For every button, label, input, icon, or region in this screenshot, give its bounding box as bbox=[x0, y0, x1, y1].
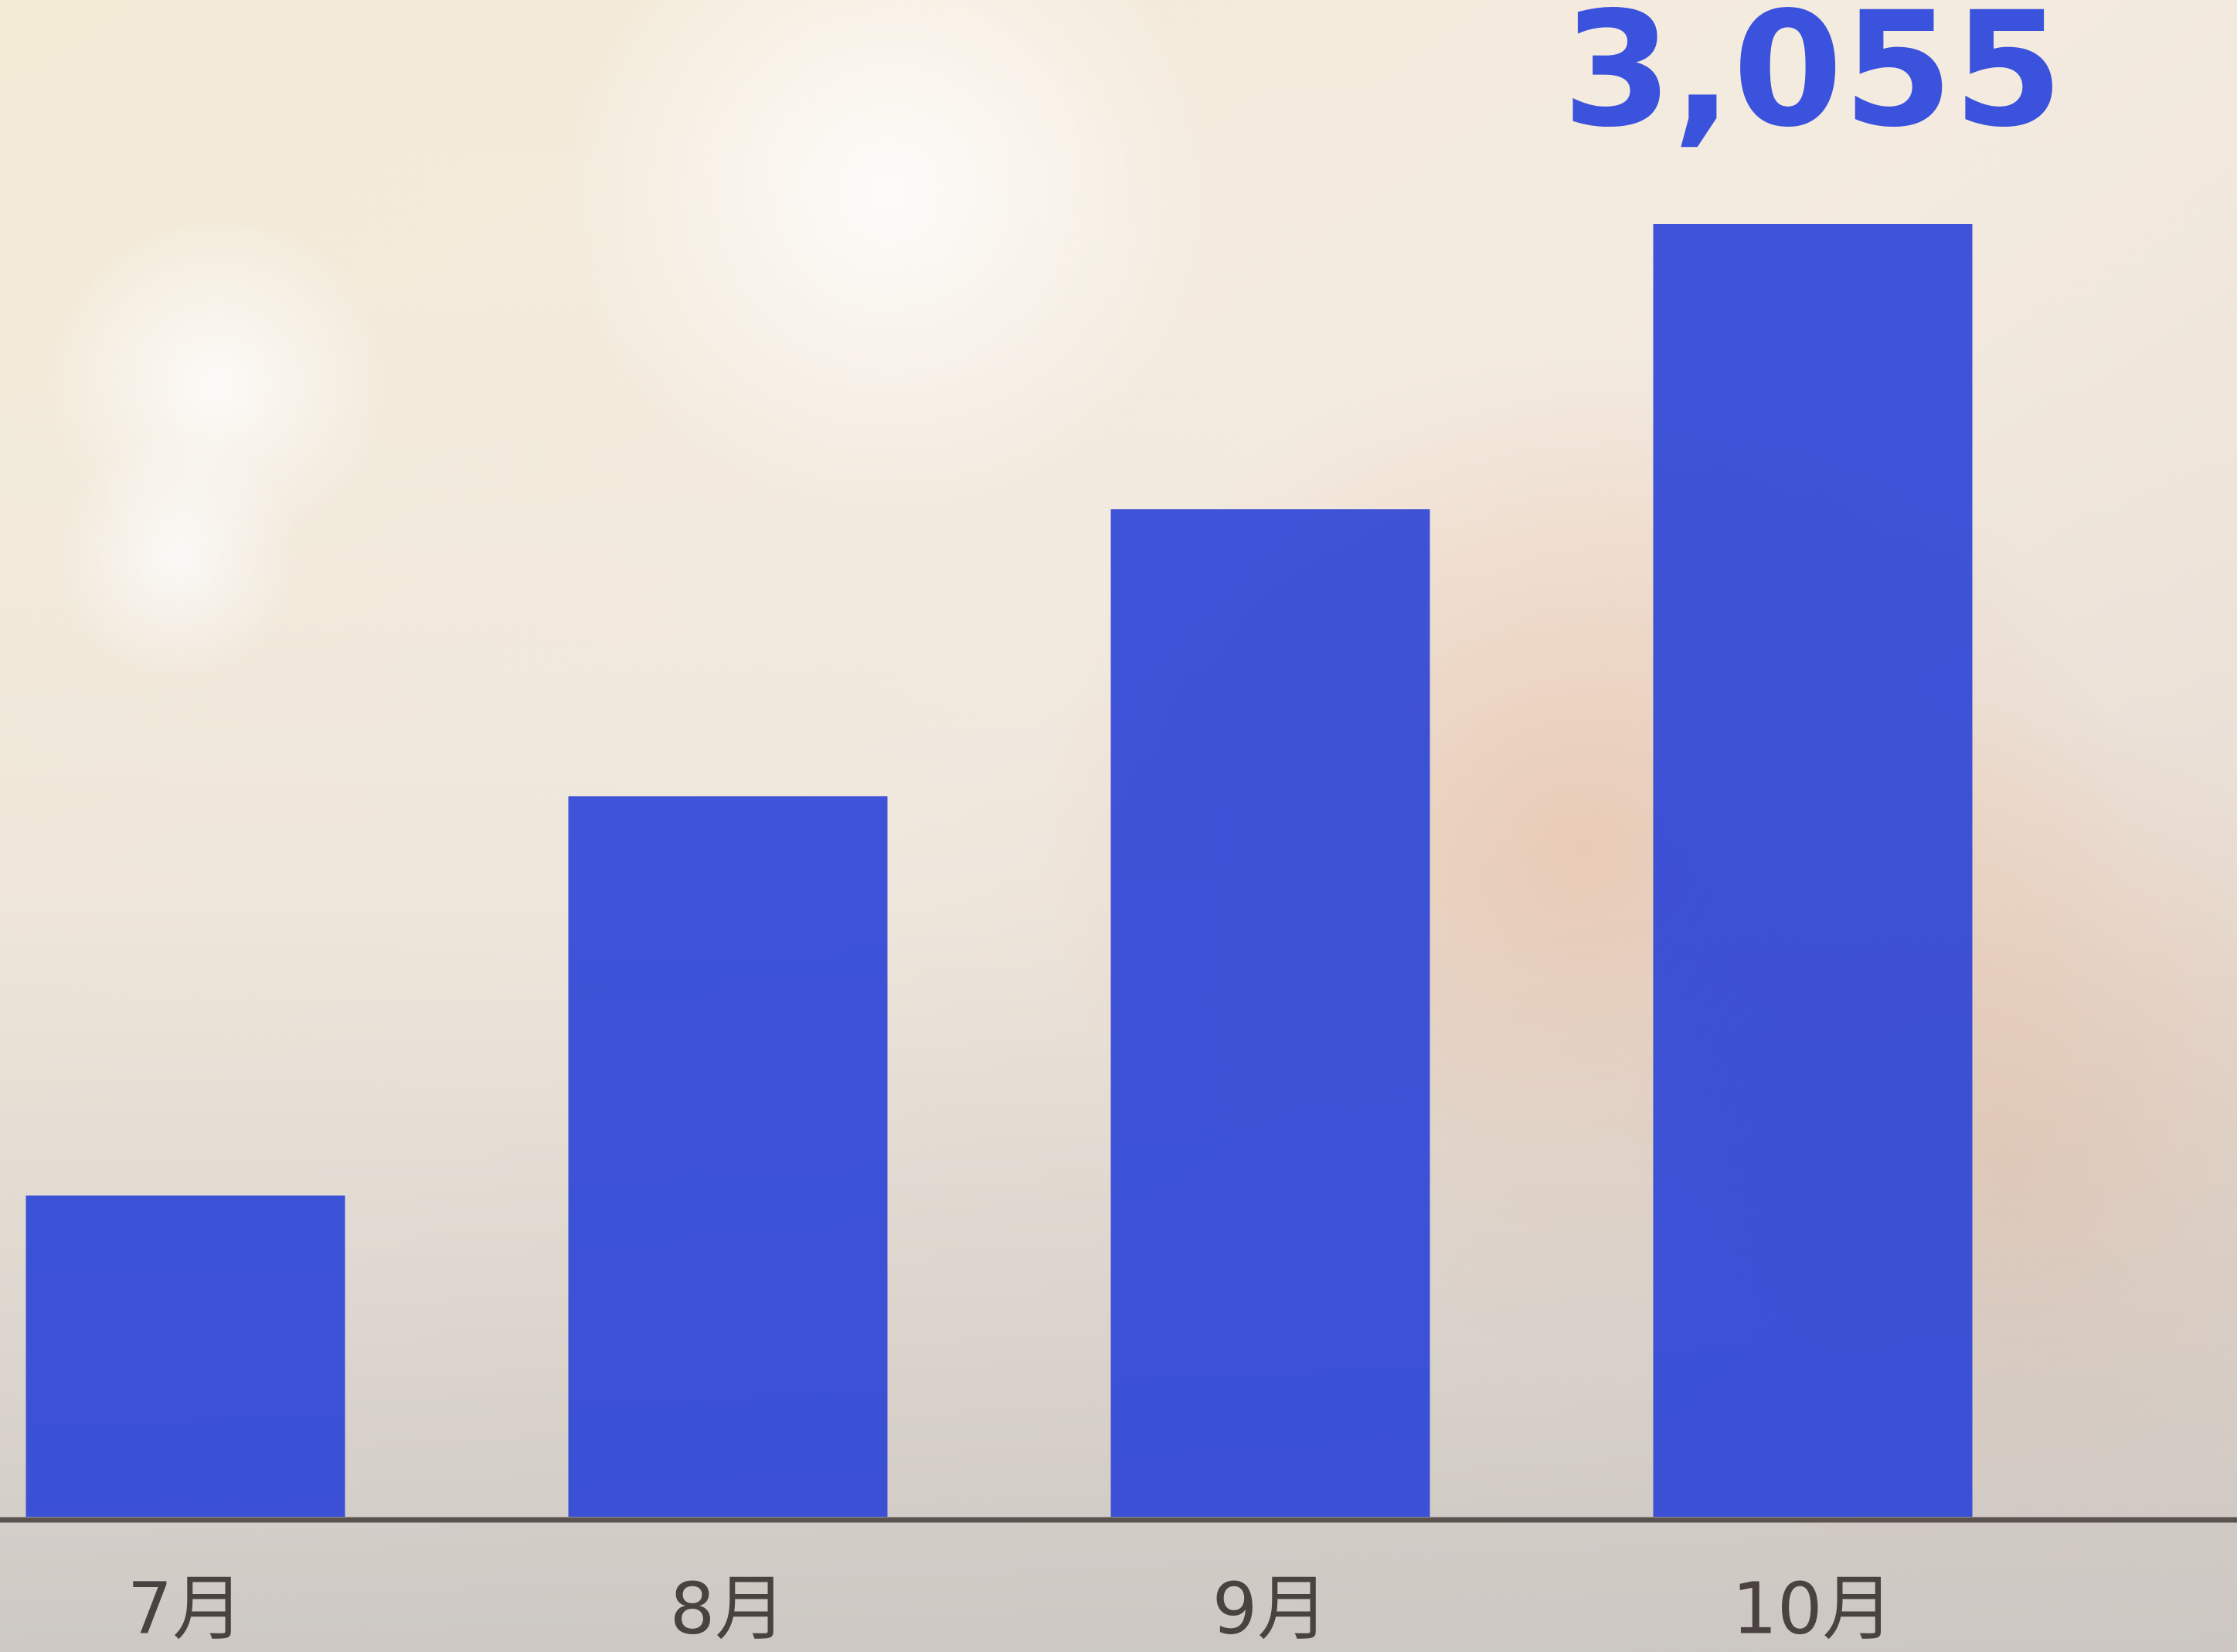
bar bbox=[1110, 509, 1430, 1517]
x-tick-label: 8月 bbox=[670, 1567, 787, 1650]
bar bbox=[25, 1195, 345, 1517]
x-tick-label: 9月 bbox=[1212, 1567, 1329, 1650]
x-tick-label: 10月 bbox=[1732, 1567, 1893, 1650]
bar bbox=[568, 796, 888, 1517]
bar bbox=[1653, 224, 1973, 1517]
value-label: 3,055 bbox=[1562, 0, 2063, 162]
x-tick-label: 7月 bbox=[127, 1567, 244, 1650]
